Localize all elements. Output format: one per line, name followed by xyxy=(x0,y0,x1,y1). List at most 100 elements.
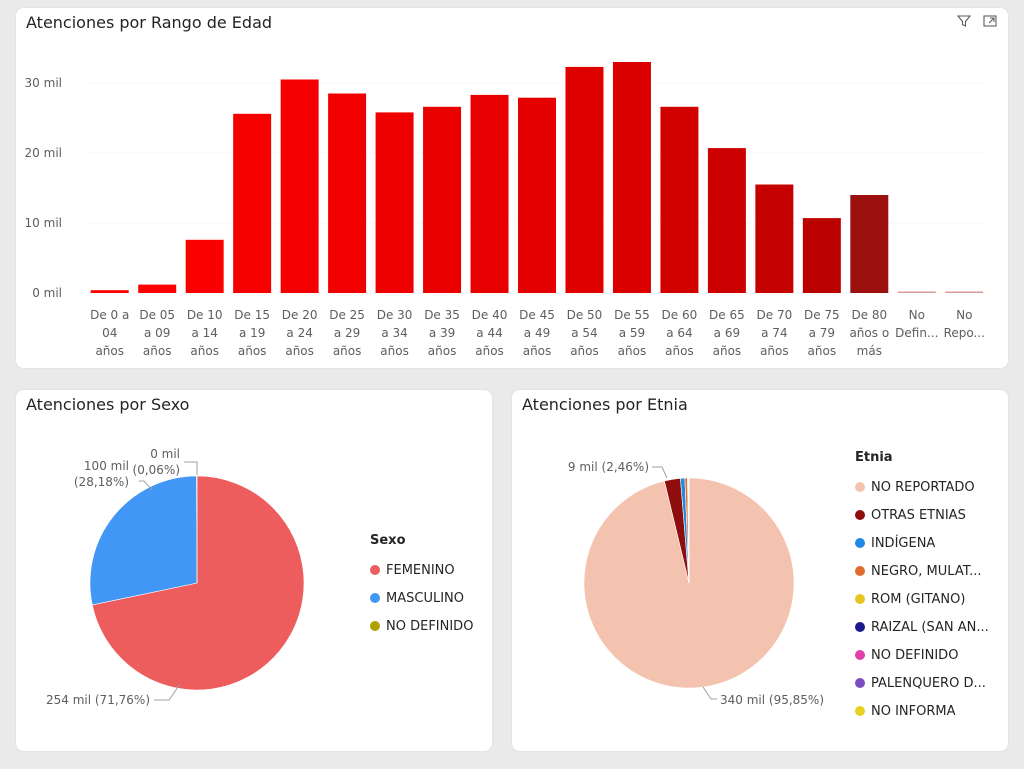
sex-pie-chart: 254 mil (71,76%) 100 mil (28,18%)0 mil (0,0… xyxy=(46,447,305,707)
x-tick-label: No Repo... xyxy=(944,308,985,340)
x-tick-label: De 25 a 29 años xyxy=(329,308,365,358)
bar[interactable] xyxy=(423,106,462,293)
legend-item[interactable]: OTRAS ETNIAS xyxy=(855,501,989,529)
bar[interactable] xyxy=(470,94,509,294)
sex-legend: Sexo FEMENINO MASCULINO NO DEFINIDO xyxy=(370,533,473,640)
bar[interactable] xyxy=(707,148,746,293)
x-tick-label: De 70 a 74 años xyxy=(757,308,793,358)
age-range-card: Atenciones por Rango de Edad 0 mil 10 mil… xyxy=(16,8,1008,368)
x-tick-label: De 65 a 69 años xyxy=(709,308,745,358)
legend-item[interactable]: PALENQUERO D... xyxy=(855,669,989,697)
leader-line xyxy=(139,480,153,491)
bar[interactable] xyxy=(945,291,984,294)
age-chart-title: Atenciones por Rango de Edad xyxy=(26,13,273,32)
y-tick-label: 30 mil xyxy=(25,76,62,90)
focus-mode-icon[interactable] xyxy=(982,13,998,29)
legend-label: NO REPORTADO xyxy=(871,479,975,495)
ethnicity-legend-title: Etnia xyxy=(855,450,893,465)
legend-item[interactable]: NO DEFINIDO xyxy=(370,612,473,640)
x-tick-label: De 40 a 44 años xyxy=(472,308,508,358)
y-tick-label: 0 mil xyxy=(32,286,62,300)
legend-label: OTRAS ETNIAS xyxy=(871,507,966,523)
filter-icon[interactable] xyxy=(956,13,972,29)
x-tick-label: De 45 a 49 años xyxy=(519,308,555,358)
bar[interactable] xyxy=(897,291,936,294)
x-tick-label: De 10 a 14 años xyxy=(187,308,223,358)
pie-slice[interactable] xyxy=(89,475,198,606)
legend-label: NO INFORMA xyxy=(871,703,956,719)
data-label: 340 mil (95,85%) xyxy=(720,693,824,707)
legend-label: ROM (GITANO) xyxy=(871,591,966,607)
bar[interactable] xyxy=(233,113,272,293)
bar[interactable] xyxy=(565,66,604,294)
pie-slice[interactable] xyxy=(91,475,305,691)
x-tick-label: De 20 a 24 años xyxy=(282,308,318,358)
y-tick-label: 10 mil xyxy=(25,216,62,230)
data-label: 9 mil (2,46%) xyxy=(568,460,649,474)
legend-label: INDÍGENA xyxy=(871,535,936,551)
bar[interactable] xyxy=(755,184,794,294)
x-tick-label: De 0 a 04 años xyxy=(90,308,129,358)
ethnicity-pie-chart: 340 mil (95,85%) 9 mil (2,46%) xyxy=(568,460,824,707)
legend-marker xyxy=(855,510,865,520)
legend-item[interactable]: MASCULINO xyxy=(370,584,473,612)
sex-chart-title: Atenciones por Sexo xyxy=(26,395,190,414)
legend-marker xyxy=(855,538,865,548)
legend-item[interactable]: NO DEFINIDO xyxy=(855,641,989,669)
legend-item[interactable]: FEMENINO xyxy=(370,556,473,584)
legend-item[interactable]: INDÍGENA xyxy=(855,529,989,557)
legend-label: NEGRO, MULAT... xyxy=(871,563,982,579)
ethnicity-card: Atenciones por Etnia 340 mil (95,85%) 9 m… xyxy=(512,390,1008,751)
bar[interactable] xyxy=(850,195,889,293)
x-tick-label: No Defin... xyxy=(895,308,938,340)
x-tick-label: De 05 a 09 años xyxy=(139,308,175,358)
sex-legend-title: Sexo xyxy=(370,533,406,548)
legend-label: RAIZAL (SAN AN... xyxy=(871,619,989,635)
legend-marker xyxy=(370,565,380,575)
bar[interactable] xyxy=(612,62,651,293)
legend-label: PALENQUERO D... xyxy=(871,675,986,691)
legend-marker xyxy=(855,650,865,660)
legend-marker xyxy=(855,566,865,576)
leader-line xyxy=(154,683,181,701)
legend-item[interactable]: NO REPORTADO xyxy=(855,473,989,501)
bar[interactable] xyxy=(328,93,367,294)
legend-label: MASCULINO xyxy=(386,590,464,606)
leader-line xyxy=(184,461,198,475)
sex-card: Atenciones por Sexo 254 mil (71,76%) 100 … xyxy=(16,390,492,751)
legend-label: NO DEFINIDO xyxy=(386,618,474,634)
age-bar-chart: 0 mil 10 mil 20 mil 30 mil De 0 a 04 años De 05… xyxy=(25,62,988,358)
bar[interactable] xyxy=(375,112,414,294)
x-tick-label: De 60 a 64 años xyxy=(662,308,698,358)
legend-item[interactable]: NO INFORMA xyxy=(855,697,989,725)
bar[interactable] xyxy=(660,106,699,293)
ethnicity-legend: Etnia NO REPORTADO OTRAS ETNIAS INDÍGENA NE… xyxy=(855,450,989,725)
legend-marker xyxy=(855,678,865,688)
x-tick-label: De 55 a 59 años xyxy=(614,308,650,358)
bar[interactable] xyxy=(518,97,556,293)
legend-marker xyxy=(370,621,380,631)
bar[interactable] xyxy=(138,284,177,293)
x-tick-label: De 15 a 19 años xyxy=(234,308,270,358)
x-tick-label: De 30 a 34 años xyxy=(377,308,413,358)
x-tick-label: De 80 años o más xyxy=(849,308,889,358)
legend-marker xyxy=(855,622,865,632)
bar[interactable] xyxy=(185,239,224,293)
legend-marker xyxy=(855,482,865,492)
bar[interactable] xyxy=(802,218,841,293)
data-label: 100 mil (28,18%) xyxy=(74,459,129,489)
y-tick-label: 20 mil xyxy=(25,146,62,160)
bar[interactable] xyxy=(280,79,319,294)
ethnicity-chart-title: Atenciones por Etnia xyxy=(522,395,688,414)
legend-item[interactable]: RAIZAL (SAN AN... xyxy=(855,613,989,641)
bar[interactable] xyxy=(90,290,129,293)
legend-marker xyxy=(370,593,380,603)
data-label: 0 mil (0,06%) xyxy=(133,447,180,477)
visual-header-icons xyxy=(956,13,998,29)
leader-line xyxy=(702,686,717,700)
leader-line xyxy=(652,466,668,479)
data-label: 254 mil (71,76%) xyxy=(46,693,150,707)
legend-item[interactable]: NEGRO, MULAT... xyxy=(855,557,989,585)
legend-item[interactable]: ROM (GITANO) xyxy=(855,585,989,613)
x-tick-label: De 50 a 54 años xyxy=(567,308,603,358)
